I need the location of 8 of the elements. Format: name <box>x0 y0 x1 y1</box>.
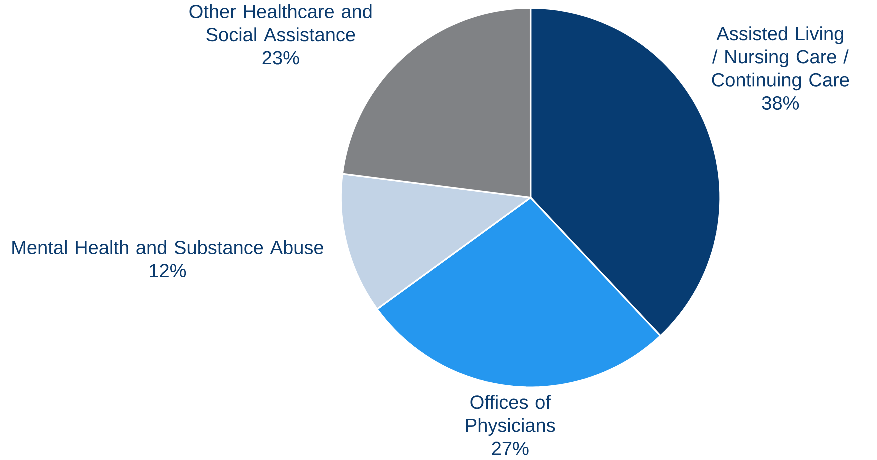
slice-label: Mental Health and Substance Abuse <box>12 240 324 255</box>
slice-label: Other Healthcare and Social Assistance <box>190 4 372 42</box>
data-label: 38% <box>762 96 800 110</box>
data-label: 27% <box>492 442 529 456</box>
data-label: 23% <box>262 51 300 65</box>
data-label: 12% <box>150 264 186 278</box>
slice-label: Offices of Physicians <box>466 395 556 436</box>
slice-label: Assisted Living / Nursing Care / Continuing Care <box>712 26 850 91</box>
